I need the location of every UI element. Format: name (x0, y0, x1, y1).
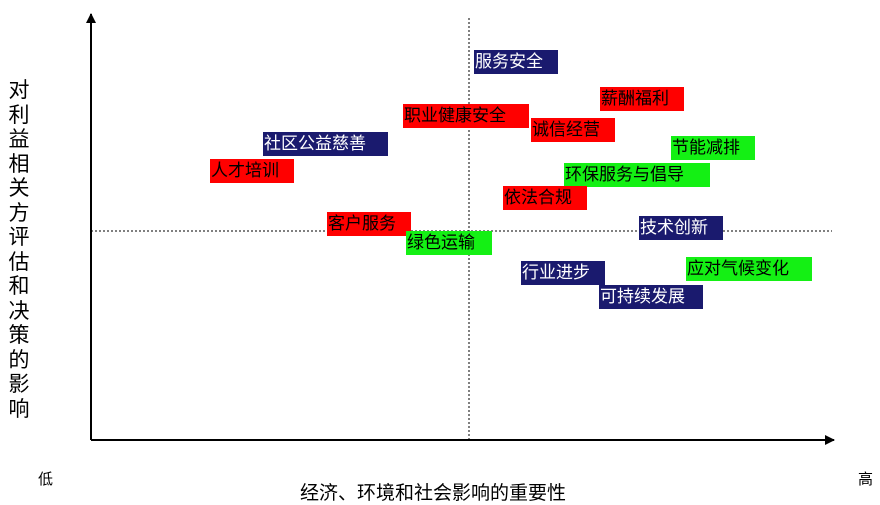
topic-technology-innovation: 技术创新 (639, 216, 723, 240)
x-low-label: 低 (38, 470, 54, 488)
topic-climate-change: 应对气候变化 (686, 257, 812, 281)
topic-green-transport: 绿色运输 (406, 231, 492, 255)
topic-talent-training: 人才培训 (210, 159, 294, 183)
y-axis-label: 对利益相关方评估和决策的影响 (8, 78, 30, 421)
topic-community-charity: 社区公益慈善 (263, 132, 388, 156)
x-axis-label: 经济、环境和社会影响的重要性 (300, 482, 567, 504)
topic-energy-saving: 节能减排 (671, 136, 755, 160)
topic-industry-progress: 行业进步 (521, 261, 605, 285)
topic-sustainable-development: 可持续发展 (599, 285, 703, 309)
topic-legal-compliance: 依法合规 (503, 186, 587, 210)
topic-environmental-service: 环保服务与倡导 (564, 163, 710, 187)
x-high-label: 高 (858, 470, 874, 488)
topic-compensation-welfare: 薪酬福利 (600, 87, 684, 111)
topic-occupational-health-safety: 职业健康安全 (403, 104, 529, 128)
topic-integrity-operation: 诚信经营 (531, 118, 615, 142)
topic-customer-service: 客户服务 (327, 212, 411, 236)
topic-service-safety: 服务安全 (474, 50, 558, 74)
